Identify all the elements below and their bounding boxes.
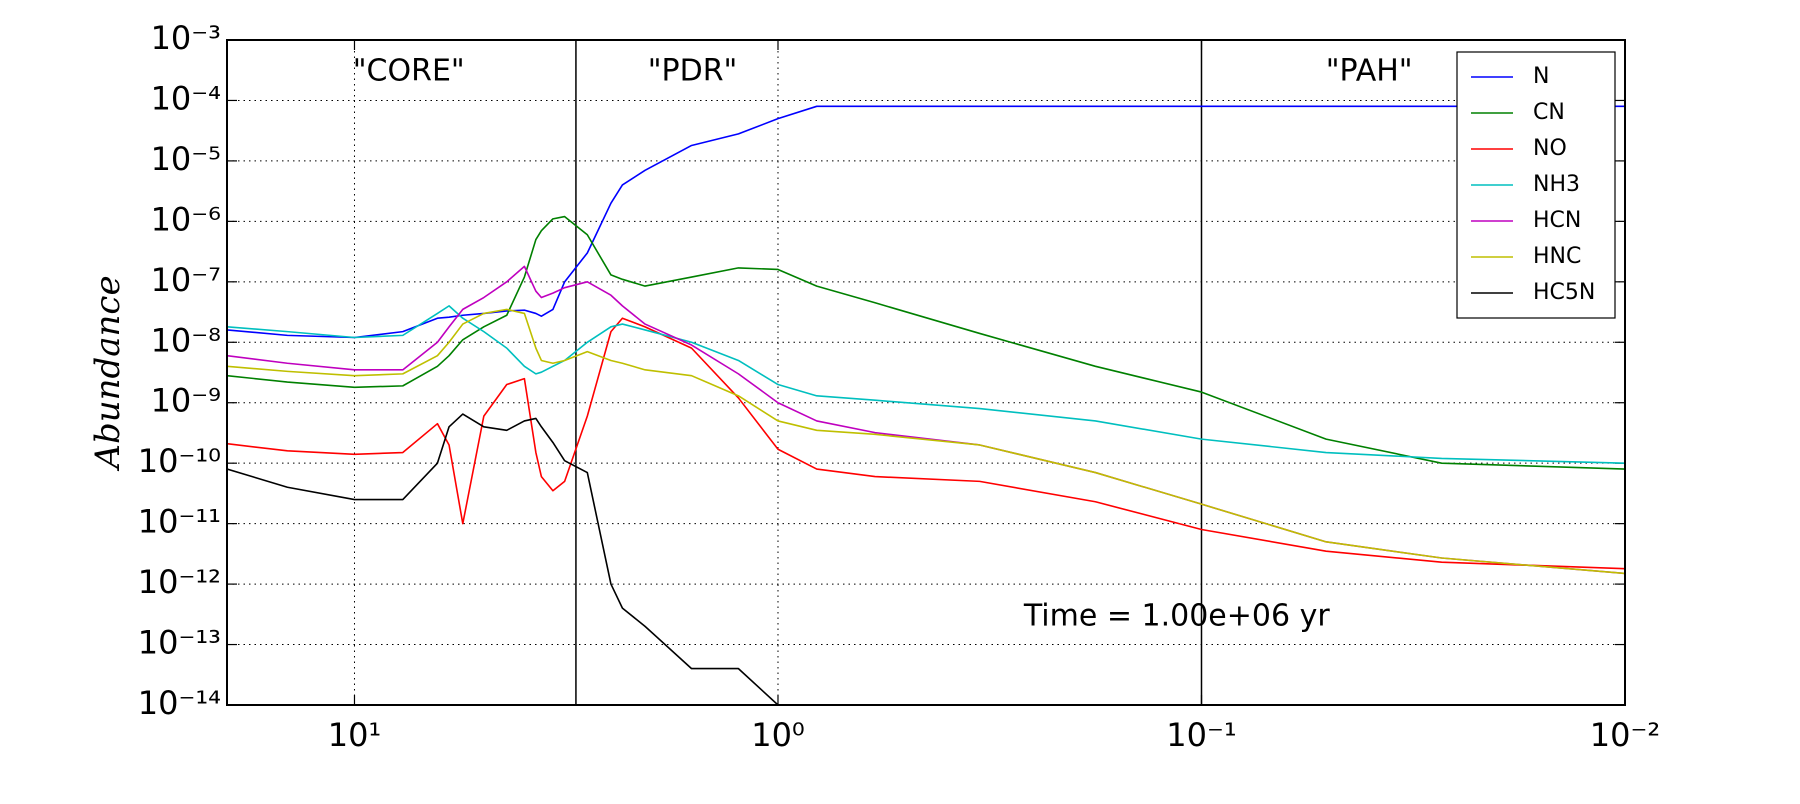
series-line [227, 308, 1625, 575]
y-tick-label: 10⁻¹¹ [138, 503, 221, 541]
series-line [227, 265, 1625, 575]
region-label: "CORE" [353, 54, 465, 89]
legend-label: CN [1533, 100, 1565, 125]
legend: N CN NO NH3 HCN HNC HC5N [1456, 51, 1616, 319]
y-axis-label: Abundance [88, 275, 128, 471]
y-tick-label: 10⁻¹⁴ [138, 684, 221, 722]
legend-label: NO [1533, 136, 1567, 161]
y-tick-label: 10⁻⁶ [151, 200, 221, 238]
y-tick-label: 10⁻⁵ [151, 140, 221, 178]
y-tick-label: 10⁻¹² [138, 563, 221, 601]
x-tick-label: 10⁻¹ [1166, 716, 1236, 754]
series-line [227, 105, 1625, 339]
y-tick-label: 10⁻⁴ [151, 79, 221, 117]
y-tick-label: 10⁻⁹ [151, 382, 221, 420]
y-tick-label: 10⁻¹⁰ [138, 442, 221, 480]
legend-label: HCN [1533, 208, 1581, 233]
y-tick-label: 10⁻⁸ [151, 321, 221, 359]
legend-label: NH3 [1533, 172, 1580, 197]
plot-area [227, 105, 1625, 705]
legend-label: N [1533, 64, 1549, 89]
series-line [227, 215, 1625, 470]
y-tick-label: 10⁻³ [151, 19, 221, 57]
plot-frame [226, 39, 1626, 706]
series-line [227, 305, 1625, 464]
region-label: "PAH" [1326, 54, 1413, 89]
x-tick-label: 10¹ [328, 716, 382, 754]
legend-label: HNC [1533, 244, 1581, 269]
series-line [227, 413, 779, 705]
x-tick-label: 10⁻² [1590, 716, 1660, 754]
y-tick-label: 10⁻⁷ [151, 261, 221, 299]
legend-label: HC5N [1533, 280, 1595, 305]
y-tick-label: 10⁻¹³ [138, 624, 221, 662]
region-label: "PDR" [648, 54, 738, 89]
x-tick-label: 10⁰ [751, 716, 805, 754]
annotation: Time = 1.00e+06 yr [1023, 599, 1330, 634]
